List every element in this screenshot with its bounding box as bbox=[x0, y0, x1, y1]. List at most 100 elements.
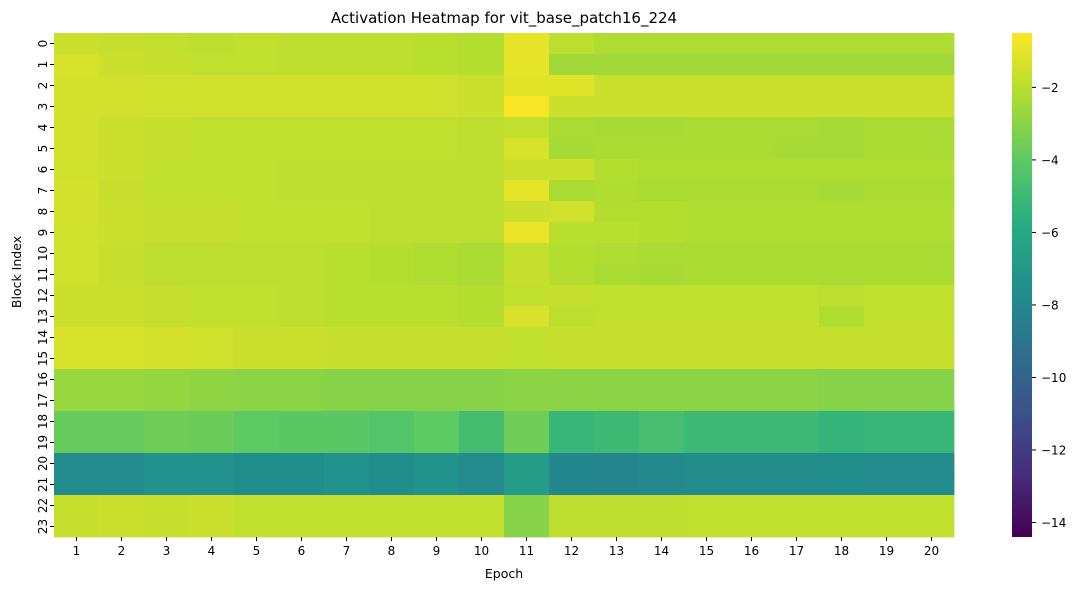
x-tick-label: 19 bbox=[879, 544, 894, 558]
heatmap-cell bbox=[99, 369, 145, 391]
heatmap-cell bbox=[369, 96, 415, 118]
y-tick-label: 12 bbox=[36, 288, 50, 303]
heatmap-cell bbox=[189, 474, 235, 496]
heatmap-cell bbox=[414, 432, 460, 454]
heatmap-cell bbox=[729, 432, 775, 454]
heatmap-cell bbox=[684, 96, 730, 118]
y-tick-label: 19 bbox=[36, 435, 50, 450]
heatmap-cell bbox=[414, 369, 460, 391]
x-tick-label: 1 bbox=[73, 544, 81, 558]
heatmap-cell bbox=[549, 96, 595, 118]
heatmap-cell bbox=[684, 222, 730, 244]
heatmap-cell bbox=[729, 96, 775, 118]
heatmap-cell bbox=[459, 390, 505, 412]
heatmap-cell bbox=[234, 138, 280, 160]
heatmap-cell bbox=[639, 411, 685, 433]
heatmap-cell bbox=[909, 348, 955, 370]
heatmap-cell bbox=[144, 96, 190, 118]
colorbar-tick-label: −14 bbox=[1041, 516, 1066, 530]
heatmap-cell bbox=[549, 390, 595, 412]
heatmap-cell bbox=[819, 411, 865, 433]
heatmap-cell bbox=[324, 411, 370, 433]
heatmap-cell bbox=[99, 33, 145, 55]
heatmap-cell bbox=[234, 117, 280, 139]
heatmap-cell bbox=[909, 390, 955, 412]
heatmap-cell bbox=[99, 411, 145, 433]
heatmap-cell bbox=[459, 75, 505, 97]
heatmap-cell bbox=[594, 474, 640, 496]
heatmap-cell bbox=[459, 243, 505, 265]
heatmap-cell bbox=[279, 117, 325, 139]
heatmap-cell bbox=[729, 495, 775, 517]
heatmap-cell bbox=[369, 474, 415, 496]
heatmap-cell bbox=[864, 159, 910, 181]
x-tick-label: 15 bbox=[699, 544, 714, 558]
heatmap-cell bbox=[684, 75, 730, 97]
heatmap-cell bbox=[729, 54, 775, 76]
heatmap-cell bbox=[369, 453, 415, 475]
heatmap-cell bbox=[144, 201, 190, 223]
heatmap-cell bbox=[54, 201, 100, 223]
heatmap-cell bbox=[369, 285, 415, 307]
heatmap-cell bbox=[909, 54, 955, 76]
heatmap-cell bbox=[639, 390, 685, 412]
heatmap-cell bbox=[54, 390, 100, 412]
heatmap-cell bbox=[369, 495, 415, 517]
heatmap-cell bbox=[99, 54, 145, 76]
heatmap-cell bbox=[774, 33, 820, 55]
heatmap-cell bbox=[864, 54, 910, 76]
heatmap-cell bbox=[774, 327, 820, 349]
y-tick-label: 8 bbox=[36, 208, 50, 216]
heatmap-cell bbox=[279, 96, 325, 118]
heatmap-cell bbox=[279, 285, 325, 307]
heatmap-cell bbox=[279, 495, 325, 517]
heatmap-cell bbox=[774, 180, 820, 202]
y-tick-label: 1 bbox=[36, 61, 50, 69]
heatmap-cell bbox=[684, 495, 730, 517]
heatmap-cell bbox=[99, 117, 145, 139]
heatmap-cell bbox=[594, 222, 640, 244]
heatmap-cell bbox=[144, 264, 190, 286]
heatmap-cell bbox=[234, 285, 280, 307]
heatmap-cell bbox=[729, 411, 775, 433]
heatmap-cell bbox=[684, 369, 730, 391]
heatmap-cell bbox=[594, 33, 640, 55]
heatmap-cell bbox=[54, 453, 100, 475]
heatmap-cell bbox=[369, 432, 415, 454]
heatmap-cell bbox=[639, 453, 685, 475]
heatmap-cell bbox=[819, 432, 865, 454]
heatmap-cell bbox=[774, 411, 820, 433]
heatmap-cell bbox=[144, 369, 190, 391]
y-axis-label: Block Index bbox=[9, 236, 24, 308]
heatmap-cell bbox=[99, 285, 145, 307]
heatmap-cell bbox=[189, 495, 235, 517]
heatmap-cell bbox=[729, 75, 775, 97]
heatmap-cell bbox=[549, 474, 595, 496]
heatmap-cell bbox=[324, 138, 370, 160]
heatmap-cell bbox=[909, 243, 955, 265]
heatmap-cell bbox=[414, 306, 460, 328]
heatmap-cell bbox=[594, 54, 640, 76]
heatmap-cell bbox=[864, 411, 910, 433]
heatmap-cell bbox=[774, 432, 820, 454]
heatmap-cell bbox=[909, 159, 955, 181]
heatmap-cell bbox=[549, 306, 595, 328]
heatmap-cell bbox=[549, 201, 595, 223]
heatmap-cell bbox=[504, 411, 550, 433]
heatmap-cell bbox=[99, 306, 145, 328]
heatmap-cell bbox=[99, 327, 145, 349]
heatmap-cell bbox=[549, 33, 595, 55]
heatmap-cell bbox=[324, 495, 370, 517]
heatmap-cell bbox=[549, 348, 595, 370]
heatmap-cell bbox=[414, 117, 460, 139]
heatmap-cell bbox=[414, 516, 460, 538]
heatmap-cell bbox=[54, 432, 100, 454]
heatmap-cell bbox=[144, 159, 190, 181]
heatmap-cell bbox=[774, 369, 820, 391]
heatmap-cell bbox=[324, 33, 370, 55]
heatmap-cell bbox=[54, 264, 100, 286]
heatmap-cell bbox=[279, 516, 325, 538]
heatmap-cell bbox=[144, 495, 190, 517]
heatmap-cell bbox=[189, 54, 235, 76]
heatmap-cell bbox=[324, 516, 370, 538]
